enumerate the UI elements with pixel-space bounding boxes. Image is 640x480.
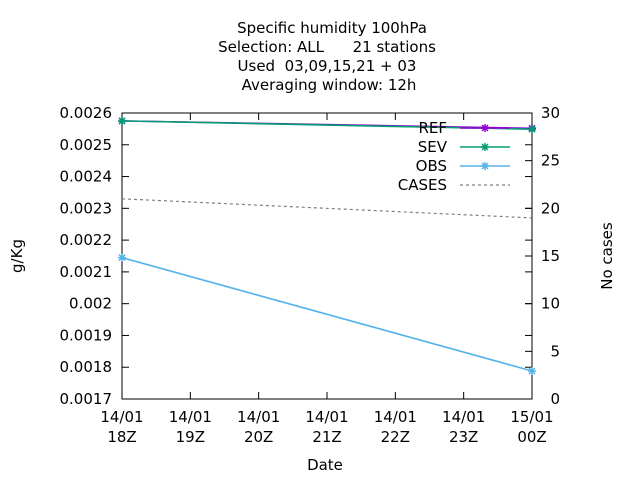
- x-tick-label-date: 14/01: [374, 408, 417, 426]
- y2-tick-label: 10: [541, 295, 560, 313]
- y-tick-label: 0.0017: [60, 390, 113, 408]
- y-tick-label: 0.0018: [60, 358, 113, 376]
- y2-tick-label: 5: [550, 342, 560, 360]
- title-line-4: Averaging window: 12h: [242, 76, 417, 94]
- y2-tick-label: 0: [550, 390, 560, 408]
- series-point-sev: [528, 125, 536, 134]
- title-line-2: Selection: ALL 21 stations: [218, 38, 436, 56]
- plot-border: [121, 112, 533, 400]
- y-tick-label: 0.0025: [60, 136, 113, 154]
- series-point-ref: [481, 124, 489, 132]
- legend-label-ref: REF: [418, 119, 447, 137]
- y2-axis-label: No cases: [598, 222, 616, 290]
- y2-tick-label: 20: [541, 199, 560, 217]
- y-tick-label: 0.0019: [60, 326, 113, 344]
- series-layer: [118, 116, 536, 376]
- x-tick-label-hour: 23Z: [449, 428, 478, 446]
- y-tick-label: 0.0023: [60, 199, 113, 217]
- series-point-obs: [528, 367, 536, 376]
- series-line-cases: [121, 198, 533, 219]
- y2-tick-label: 15: [541, 247, 560, 265]
- series-point-obs: [118, 253, 126, 262]
- x-tick-label-hour: 22Z: [381, 428, 410, 446]
- title-line-3: Used 03,09,15,21 + 03: [238, 57, 417, 75]
- y2-axis-ticks: 0 5 10 15 20 25 30: [525, 104, 560, 408]
- y-tick-label: 0.002: [69, 295, 112, 313]
- x-tick-label-hour: 18Z: [107, 428, 136, 446]
- y-tick-label: 0.0022: [60, 231, 113, 249]
- chart-title: Specific humidity 100hPa Selection: ALL …: [218, 19, 436, 94]
- x-axis-label: Date: [307, 456, 343, 474]
- title-line-1: Specific humidity 100hPa: [237, 19, 427, 37]
- series-line-obs: [121, 256, 533, 372]
- x-tick-label-hour: 21Z: [312, 428, 341, 446]
- series-point-obs: [481, 162, 489, 170]
- x-tick-label-date: 14/01: [237, 408, 280, 426]
- series-point-sev: [118, 116, 126, 125]
- y2-tick-label: 25: [541, 152, 560, 170]
- y-tick-label: 0.0024: [60, 168, 113, 186]
- y-tick-label: 0.0021: [60, 263, 113, 281]
- x-tick-label-date: 14/01: [305, 408, 348, 426]
- x-tick-label-hour: 20Z: [244, 428, 273, 446]
- y-tick-label: 0.0026: [60, 104, 113, 122]
- legend-label-sev: SEV: [418, 138, 448, 156]
- x-tick-label-hour: 19Z: [176, 428, 205, 446]
- series-point-sev: [481, 143, 489, 151]
- x-tick-label-date: 15/01: [510, 408, 553, 426]
- x-axis-ticks: 14/01 18Z 14/01 19Z 14/01 20Z 14/01 21Z 14/01 22Z…: [100, 113, 554, 446]
- legend-label-cases: CASES: [398, 176, 447, 194]
- y-axis-ticks: 0.0017 0.0018 0.0019 0.002 0.0021 0.0022 0.002…: [60, 104, 532, 408]
- x-tick-label-date: 14/01: [169, 408, 212, 426]
- y2-tick-label: 30: [541, 104, 560, 122]
- y-axis-label: g/Kg: [8, 239, 26, 273]
- x-tick-label-date: 14/01: [100, 408, 143, 426]
- x-tick-label-date: 14/01: [442, 408, 485, 426]
- legend-label-obs: OBS: [416, 157, 447, 175]
- x-tick-label-hour: 00Z: [517, 428, 546, 446]
